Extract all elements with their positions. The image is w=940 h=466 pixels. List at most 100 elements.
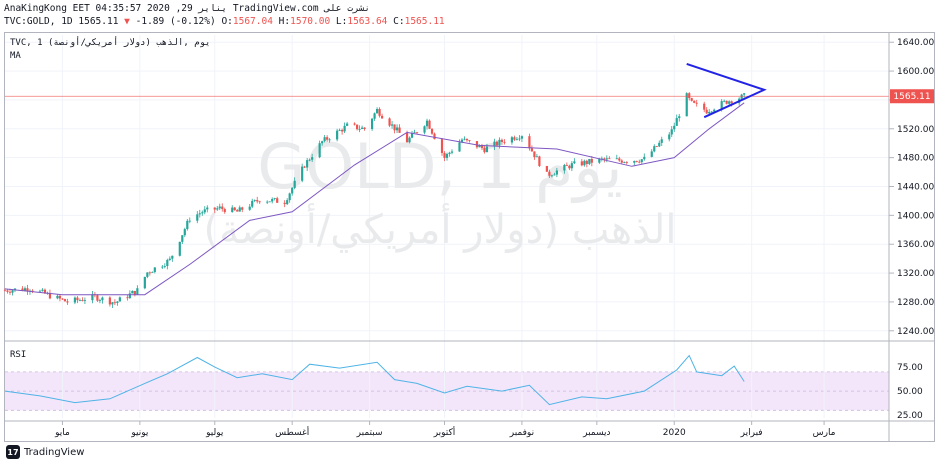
symbol-pane-label: TVC, 1 يوم ,الذهب (دولار أمريكي/أونصة) [10, 38, 211, 48]
candle-body [495, 141, 499, 146]
candle-body [251, 200, 254, 207]
candle-body [550, 175, 553, 177]
candle-body [181, 235, 184, 242]
candle-body [568, 165, 571, 169]
time-tick-label: 2020 [663, 428, 686, 438]
candle-body [336, 130, 339, 140]
candle-body [478, 145, 481, 148]
candle-body [161, 266, 164, 268]
candle-body [148, 272, 151, 274]
candle-body [545, 165, 548, 172]
candle-body [126, 297, 129, 299]
price-tick-label: 1520.00 [897, 125, 934, 135]
candle-body [563, 164, 566, 171]
candle-body [410, 133, 414, 138]
candle-body [203, 209, 206, 213]
ma-label[interactable]: MA [10, 51, 21, 61]
candle-body [503, 141, 506, 143]
candle-body [266, 201, 269, 203]
candle-body [186, 220, 189, 230]
candle-body [76, 297, 79, 301]
price-tick-label: 1240.00 [897, 327, 934, 337]
candle-body [363, 127, 366, 130]
brand-name[interactable]: TradingView [24, 446, 85, 458]
rsi-tick-label: 25.00 [897, 411, 923, 421]
price-tick-label: 1600.00 [897, 67, 934, 77]
candle-body [555, 170, 558, 175]
candle-body [233, 207, 236, 211]
candle-body [743, 93, 746, 95]
published-on: نشرت على [324, 3, 371, 14]
candle-body [346, 123, 349, 126]
candle-body [163, 266, 166, 267]
site-link[interactable]: TradingView.com [232, 3, 319, 14]
candle-body [221, 206, 224, 210]
footer: 17 TradingView [6, 445, 84, 459]
candle-body [633, 160, 636, 163]
candle-body [515, 138, 519, 140]
candle-body [513, 137, 516, 140]
rsi-label[interactable]: RSI [10, 350, 27, 360]
candle-body [253, 200, 256, 201]
candle-body [131, 290, 134, 294]
candle-body [520, 136, 524, 139]
candle-body [635, 160, 638, 162]
candle-body [535, 156, 538, 158]
candle-body [375, 108, 379, 114]
time-tick-label: مارس [813, 428, 836, 438]
candle-body [623, 162, 626, 163]
time-tick-label: ديسمبر [582, 428, 610, 438]
price-tick-label: 1400.00 [897, 211, 934, 221]
candle-body [136, 288, 139, 295]
candle-body [590, 158, 593, 163]
candle-body [583, 160, 586, 166]
candle-body [475, 141, 479, 148]
candle-body [318, 143, 321, 158]
author-time: AnaKingKong EET 04:35:57 2020 ,29 يناير [4, 3, 228, 14]
price-tick-label: 1480.00 [897, 154, 934, 164]
candle-body [273, 198, 276, 199]
candle-body [168, 258, 171, 260]
candle-body [271, 198, 274, 202]
candle-body [675, 118, 678, 126]
candle-body [408, 137, 411, 143]
candle-body [196, 214, 199, 221]
candle-body [405, 132, 409, 143]
candle-body [620, 160, 623, 163]
candle-body [565, 164, 568, 166]
candle-body [128, 293, 131, 299]
candle-body [713, 109, 716, 112]
candle-body [58, 295, 62, 299]
candle-body [38, 290, 42, 292]
time-tick-label: مايو [54, 428, 70, 438]
candle-body [231, 207, 234, 213]
open-value: 1567.04 [232, 16, 273, 27]
candle-body [61, 298, 64, 300]
candle-body [598, 158, 601, 163]
candle-body [615, 158, 618, 160]
high-value: 1570.00 [290, 16, 331, 27]
candle-body [146, 272, 149, 277]
candle-body [528, 136, 531, 149]
price-change: -1.89 (-0.12%) [135, 16, 216, 27]
candle-body [258, 201, 261, 203]
candle-body [695, 102, 698, 104]
time-tick-label: أكتوبر [433, 426, 456, 438]
candle-body [725, 100, 728, 104]
candle-body [483, 147, 486, 153]
candle-body [111, 302, 114, 305]
candle-body [166, 259, 169, 267]
candle-body [308, 159, 311, 161]
candle-body [423, 126, 426, 133]
candle-body [6, 290, 9, 292]
candle-body [393, 124, 396, 131]
candle-body [116, 301, 119, 303]
tradingview-logo-icon: 17 [6, 445, 20, 459]
candle-body [343, 125, 346, 132]
candle-body [216, 208, 219, 210]
candle-body [448, 152, 451, 154]
candle-body [78, 299, 82, 301]
candle-body [241, 207, 244, 210]
candle-body [413, 132, 416, 134]
